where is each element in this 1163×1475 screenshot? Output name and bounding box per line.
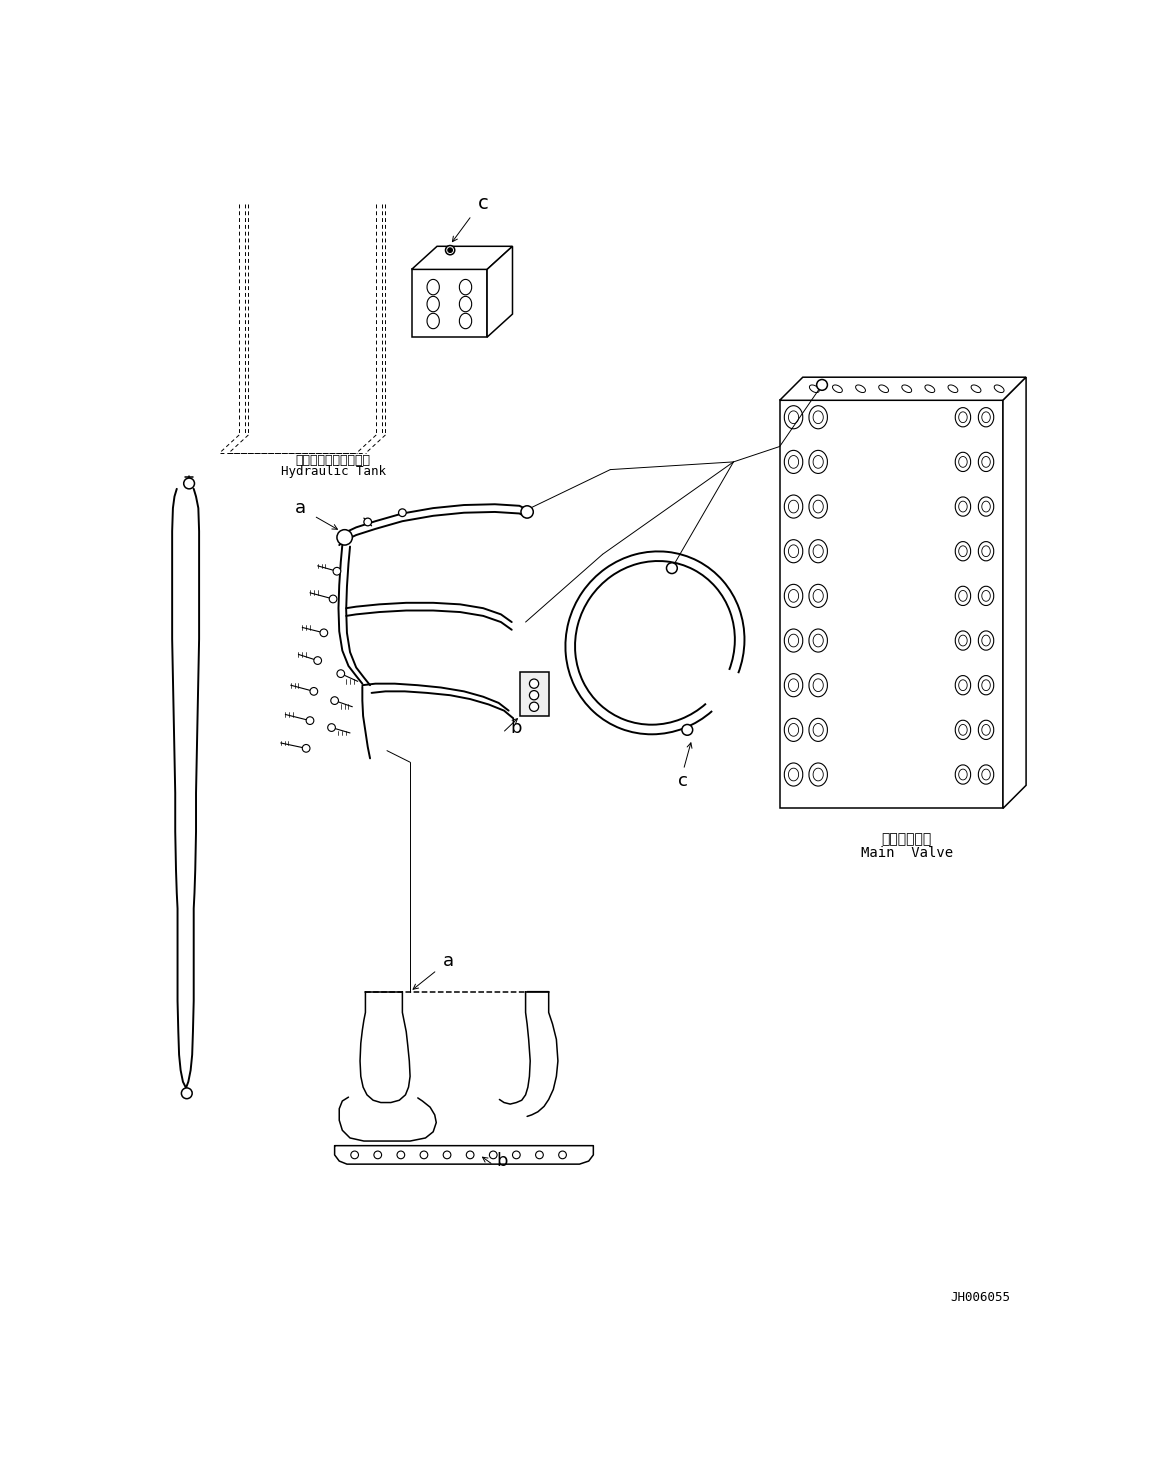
Circle shape [445, 245, 455, 255]
Circle shape [399, 509, 406, 516]
Circle shape [466, 1150, 475, 1159]
Polygon shape [1003, 378, 1026, 808]
Circle shape [529, 702, 538, 711]
Text: b: b [511, 718, 522, 736]
Circle shape [682, 724, 693, 735]
Circle shape [397, 1150, 405, 1159]
Bar [412, 270, 487, 338]
Text: メインバルブ: メインバルブ [882, 832, 932, 847]
Polygon shape [779, 378, 1026, 400]
Circle shape [536, 1150, 543, 1159]
Circle shape [337, 670, 344, 677]
Circle shape [184, 478, 194, 488]
Text: a: a [443, 951, 454, 971]
Polygon shape [412, 246, 513, 270]
Circle shape [306, 717, 314, 724]
Text: ハイドロリックタンク: ハイドロリックタンク [295, 454, 371, 468]
Circle shape [521, 506, 534, 518]
Circle shape [373, 1150, 381, 1159]
Polygon shape [487, 246, 513, 338]
Bar [779, 400, 1003, 808]
Circle shape [302, 745, 311, 752]
Circle shape [329, 594, 337, 603]
Text: c: c [478, 195, 488, 214]
Circle shape [448, 248, 452, 252]
Circle shape [311, 687, 317, 695]
Circle shape [364, 518, 372, 525]
Circle shape [443, 1150, 451, 1159]
Text: JH006055: JH006055 [950, 1291, 1009, 1304]
Text: Hydraulic Tank: Hydraulic Tank [280, 466, 386, 478]
Text: b: b [497, 1152, 508, 1170]
Text: Main  Valve: Main Valve [861, 847, 952, 860]
Circle shape [330, 696, 338, 705]
Circle shape [337, 530, 352, 546]
Text: c: c [678, 773, 688, 791]
Circle shape [333, 568, 341, 575]
Circle shape [816, 379, 827, 391]
Circle shape [328, 724, 335, 732]
Circle shape [558, 1150, 566, 1159]
Circle shape [529, 678, 538, 689]
Circle shape [666, 563, 677, 574]
Text: a: a [294, 499, 306, 518]
Bar [520, 673, 549, 715]
Circle shape [529, 690, 538, 699]
Circle shape [314, 656, 321, 664]
Circle shape [181, 1089, 192, 1099]
Circle shape [490, 1150, 497, 1159]
Circle shape [320, 628, 328, 637]
Circle shape [351, 1150, 358, 1159]
Circle shape [513, 1150, 520, 1159]
Circle shape [420, 1150, 428, 1159]
